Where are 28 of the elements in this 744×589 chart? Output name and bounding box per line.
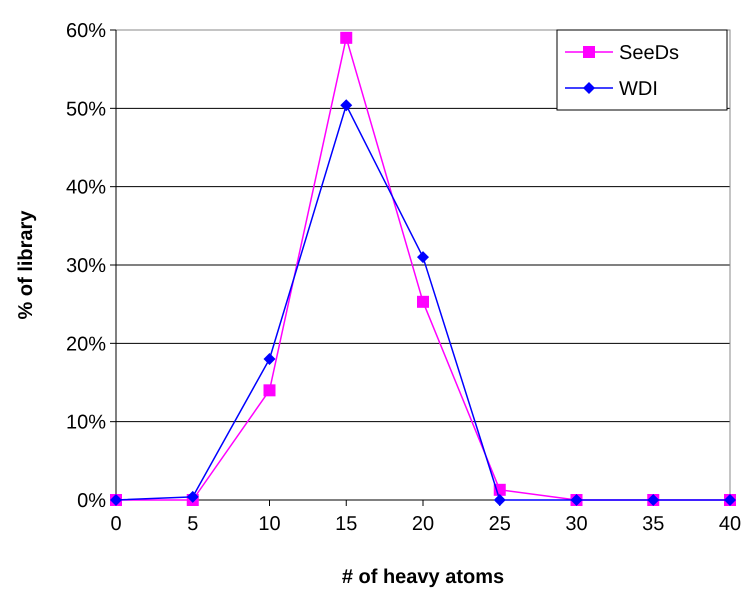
legend-label: WDI — [619, 78, 658, 100]
y-tick-label: 0% — [77, 490, 106, 512]
y-tick-label: 20% — [66, 333, 106, 356]
x-tick-label: 40 — [718, 513, 742, 535]
legend-label: SeeDs — [619, 42, 680, 64]
x-tick-label: 10 — [258, 513, 281, 535]
x-tick-label: 5 — [187, 513, 198, 535]
point — [494, 494, 506, 506]
x-axis-title: # of heavy atoms — [342, 566, 504, 588]
x-tick-label: 25 — [488, 513, 511, 535]
y-axis-title: % of library — [15, 210, 37, 320]
point — [186, 490, 199, 503]
point — [340, 32, 352, 44]
point — [417, 251, 429, 264]
x-tick-label: 20 — [412, 513, 434, 535]
point — [264, 353, 276, 365]
y-tick-label: 40% — [66, 176, 106, 199]
x-tick-label: 35 — [642, 513, 664, 535]
x-tick-label: 30 — [565, 513, 588, 535]
x-tick-label: 0 — [110, 513, 122, 535]
point — [264, 384, 276, 396]
y-tick-label: 10% — [66, 412, 106, 434]
x-tick-label: 15 — [335, 513, 358, 535]
point — [417, 296, 429, 308]
y-tick-label: 60% — [66, 20, 106, 42]
point — [340, 99, 352, 112]
y-tick-label: 50% — [66, 98, 106, 120]
y-tick-label: 30% — [66, 255, 106, 277]
